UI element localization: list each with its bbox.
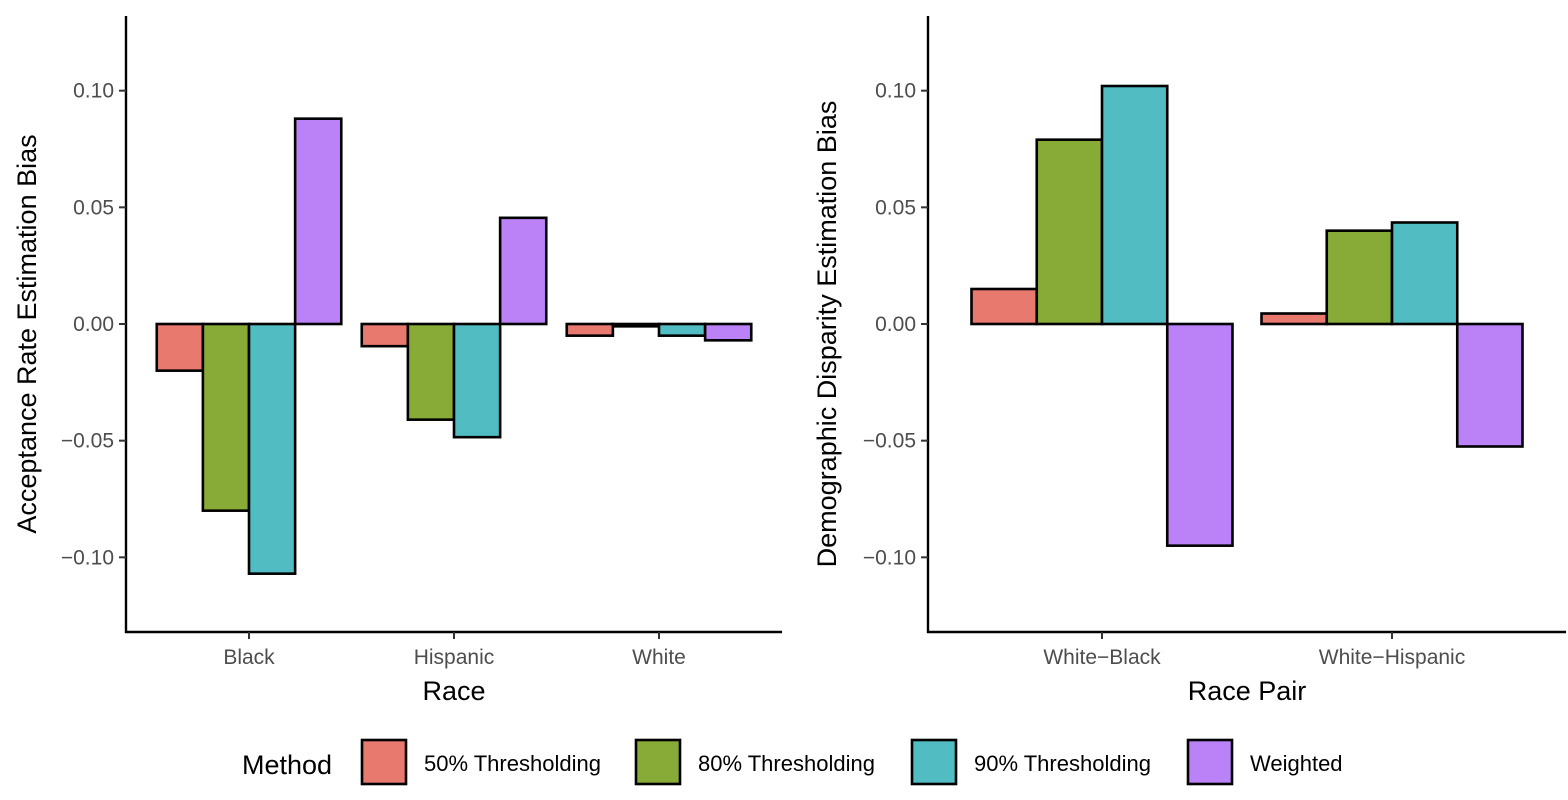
bar	[360, 322, 410, 348]
legend-key	[910, 738, 958, 786]
bar	[406, 322, 456, 421]
x-tick-label: Hispanic	[414, 646, 495, 669]
bar	[970, 287, 1039, 326]
y-tick-label: −0.10	[61, 546, 114, 569]
bar	[293, 117, 343, 326]
bar	[1325, 229, 1394, 326]
y-axis-title: Demographic Disparity Estimation Bias	[812, 101, 842, 568]
y-tick-label: 0.10	[875, 80, 916, 103]
bar	[155, 322, 205, 372]
bar	[452, 322, 502, 439]
y-tick-label: 0.05	[875, 196, 916, 219]
legend-item: 50% Thresholding	[360, 738, 601, 786]
bar	[1100, 84, 1169, 326]
y-tick-label: −0.05	[863, 430, 916, 453]
bar	[611, 322, 661, 328]
bar	[201, 322, 251, 512]
y-tick-label: 0.00	[875, 313, 916, 336]
chart-panel-2: −0.10 −0.05 0.00 0.05 0.10 White−Black White−H…	[812, 16, 1566, 706]
y-tick-label: 0.00	[73, 313, 114, 336]
y-tick-label: −0.05	[61, 430, 114, 453]
legend-key	[360, 738, 408, 786]
bar	[657, 322, 707, 337]
x-tick-label: White	[632, 646, 686, 669]
legend-items: 50% Thresholding 80% Thresholding 90% Thre…	[360, 738, 1343, 786]
x-tick-label: Black	[223, 646, 275, 669]
y-tick-label: 0.05	[73, 196, 114, 219]
chart-panel-1: −0.10 −0.05 0.00 0.05 0.10 Black Hispanic White…	[12, 16, 782, 706]
legend-label: Weighted	[1250, 751, 1343, 776]
bar	[1455, 322, 1524, 448]
bar	[498, 216, 548, 326]
legend-item: Weighted	[1186, 738, 1343, 786]
legend: Method 50% Thresholding 80% Thresholding 9…	[242, 738, 1343, 786]
bar	[247, 322, 297, 575]
x-axis-title: Race Pair	[1188, 676, 1307, 706]
x-tick-label: White−Hispanic	[1319, 646, 1465, 669]
legend-label: 90% Thresholding	[974, 751, 1151, 776]
bar	[1165, 322, 1234, 547]
legend-item: 80% Thresholding	[634, 738, 875, 786]
x-axis-title: Race	[422, 676, 485, 706]
bar	[1260, 312, 1329, 326]
legend-label: 50% Thresholding	[424, 751, 601, 776]
x-tick-label: White−Black	[1043, 646, 1161, 669]
legend-item: 90% Thresholding	[910, 738, 1151, 786]
bar	[565, 322, 615, 337]
legend-label: 80% Thresholding	[698, 751, 875, 776]
legend-key	[1186, 738, 1234, 786]
chart-panels: −0.10 −0.05 0.00 0.05 0.10 Black Hispanic White…	[12, 16, 1566, 706]
y-tick-label: −0.10	[863, 546, 916, 569]
y-axis-title: Acceptance Rate Estimation Bias	[12, 134, 42, 533]
bar	[1035, 138, 1104, 326]
bar	[703, 322, 753, 342]
y-tick-label: 0.10	[73, 80, 114, 103]
legend-title: Method	[242, 750, 332, 780]
bar	[1390, 221, 1459, 326]
legend-key	[634, 738, 682, 786]
